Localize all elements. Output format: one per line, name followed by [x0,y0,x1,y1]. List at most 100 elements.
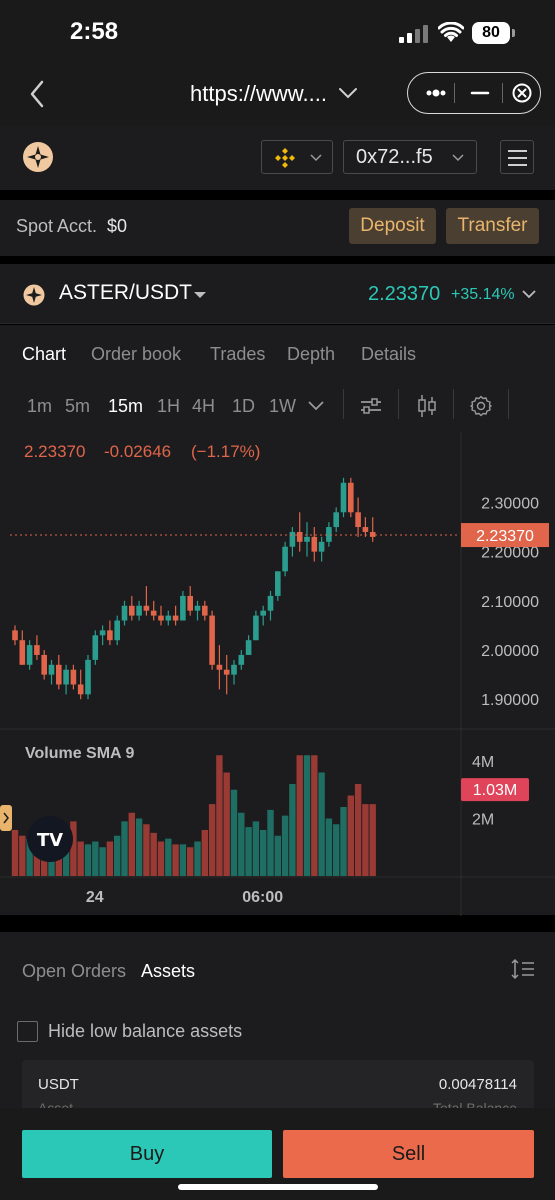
volume-bar [70,821,77,876]
price-tick-label: 1.90000 [481,692,539,709]
tab-trades[interactable]: Trades [210,344,266,364]
side-expander-handle[interactable] [0,805,12,831]
timeframe-1d[interactable]: 1D [232,396,256,416]
tab-open-orders[interactable]: Open Orders [22,961,127,981]
volume-bar [179,844,187,876]
candle-body [340,482,347,513]
candle-body [48,664,55,675]
candle-body [187,595,193,611]
volume-bar [121,821,128,876]
aster-logo-icon[interactable] [22,141,54,173]
transfer-button[interactable]: Transfer [446,208,539,244]
candle-body [326,527,332,542]
volume-bar [245,827,252,876]
tab-order-book[interactable]: Order book [91,344,182,364]
timeframe-1h[interactable]: 1H [157,396,181,416]
volume-bar [157,841,165,876]
sell-button[interactable]: Sell [283,1130,534,1178]
candle-body [348,482,354,513]
minimize-icon[interactable] [465,79,495,107]
menu-button[interactable] [500,140,534,174]
timeframe-5m[interactable]: 5m [65,396,91,416]
buy-button[interactable]: Buy [22,1130,272,1178]
volume-last-label: 1.03M [473,782,517,799]
timeframe-4h[interactable]: 4H [192,396,216,416]
candle-body [70,669,77,685]
url-text[interactable]: https://www.... [190,81,327,106]
account-label: Spot Acct. [16,216,98,236]
volume-bar [26,838,33,876]
volume-bar [216,755,223,876]
pair-change: +35.14% [451,286,515,303]
candle-body [282,546,288,572]
hide-low-balance-label[interactable]: Hide low balance assets [48,1021,243,1041]
volume-bar [77,841,84,876]
candle-body [150,610,157,616]
last-price-label: 2.23370 [476,528,534,545]
indicators-icon[interactable] [359,396,383,416]
tab-depth[interactable]: Depth [287,344,336,364]
candle-body [56,664,62,685]
chevron-down-icon[interactable] [307,399,325,413]
trade-action-bar: Buy Sell [0,1108,555,1200]
chevron-down-icon[interactable] [521,288,537,300]
browser-bar: https://www.... [0,62,555,126]
back-icon[interactable] [26,78,50,110]
volume-bar [311,755,318,876]
candle-body [245,640,252,655]
candlestick-icon[interactable] [416,393,438,419]
sort-icon[interactable] [510,958,536,980]
price-chart[interactable]: 2.23370 -0.02646 (−1.17%) Volume SMA 9 2… [0,432,555,916]
volume-bar [260,830,267,876]
candle-body [136,605,142,616]
timeframe-15m[interactable]: 15m [108,396,144,416]
status-time: 2:58 [70,18,119,45]
timeframe-1m[interactable]: 1m [27,396,53,416]
candle-body [216,664,223,670]
timeframe-1w[interactable]: 1W [269,396,296,416]
tab-assets[interactable]: Assets [141,961,196,981]
volume-bar [252,821,260,876]
pair-selector[interactable]: ASTER/USDT [59,281,193,304]
volume-bar [11,830,19,876]
more-icon[interactable] [421,79,451,107]
toolbar-divider [508,389,509,419]
chevron-down-icon[interactable] [337,84,359,102]
volume-bar [187,847,194,876]
candle-body [231,664,237,675]
candle-body [34,645,40,655]
volume-bar [208,804,216,876]
candle-body [209,615,215,665]
asset-balance: 0.00478114 [438,1076,517,1093]
volume-bar [354,784,362,876]
candle-body [121,605,128,621]
volume-bar [274,835,281,876]
candle-body [289,531,296,547]
volume-last-tag [461,778,529,802]
chain-selector[interactable] [261,140,333,174]
capsule-divider [502,83,503,103]
wallet-button[interactable]: 0x72...f5 [343,140,477,174]
volume-bar [303,755,311,876]
battery-indicator: 80 [472,22,510,44]
candle-body [19,640,26,665]
candle-body [107,630,113,641]
tab-details[interactable]: Details [361,344,417,364]
volume-bar [33,841,41,876]
deposit-button[interactable]: Deposit [349,208,436,244]
volume-bar [84,844,92,876]
tab-chart[interactable]: Chart [22,344,67,364]
volume-bar [128,812,135,876]
close-icon[interactable] [510,81,534,105]
price-tick-label: 2.10000 [481,594,539,611]
account-row: Spot Acct. $0 Deposit Transfer [0,200,555,256]
tradingview-badge[interactable]: TV [27,816,73,862]
candle-body [114,620,120,641]
candle-body [267,595,274,611]
price-tick-label: 2.00000 [481,643,539,660]
hide-low-balance-checkbox[interactable] [17,1021,38,1042]
asset-name: USDT [38,1076,79,1093]
settings-icon[interactable] [469,394,493,418]
caret-down-icon[interactable] [193,291,207,299]
volume-bar [99,847,106,876]
